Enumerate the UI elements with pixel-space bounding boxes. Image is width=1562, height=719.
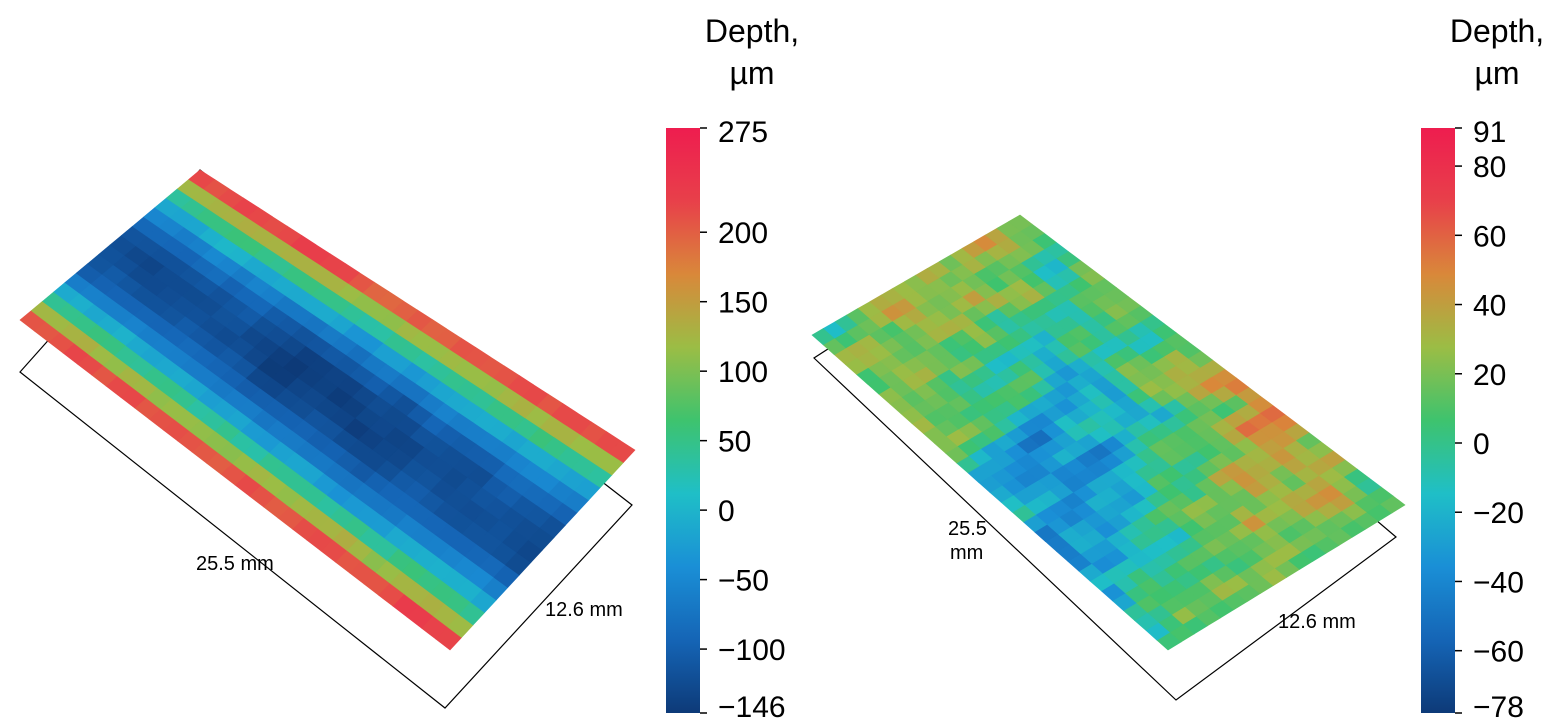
colorbar-tick-label: 40 (1473, 290, 1506, 323)
left-length-label: 25.5 mm (196, 553, 274, 575)
left-colorbar-title: Depth, (705, 13, 799, 49)
colorbar-tick-label: −20 (1473, 497, 1524, 530)
surface-cell (188, 169, 216, 190)
colorbar-tick-label: 150 (718, 287, 768, 320)
colorbar-tick-label: −40 (1473, 566, 1524, 599)
right-colorbar-unit: µm (1474, 55, 1519, 91)
left-surface-plot: 25.5 mm 12.6 mm (19, 169, 636, 709)
colorbar-tick-label: −100 (718, 634, 786, 667)
colorbar-tick-label: 275 (718, 116, 768, 149)
right-width-label: 12.6 mm (1278, 611, 1356, 633)
colorbar-tick-label: −50 (718, 565, 769, 598)
left-depth-surface (19, 169, 636, 651)
colorbar-tick-label: −78 (1473, 691, 1524, 719)
left-colorbar: Depth, µm 275 200 150 100 50 0 −50 −100 −146 (666, 13, 799, 719)
colorbar-tick-label: 60 (1473, 220, 1506, 253)
colorbar-tick-label: 100 (718, 356, 768, 389)
right-length-label-line2: mm (950, 542, 983, 564)
colorbar-tick-label: 91 (1473, 116, 1506, 149)
colorbar-tick-label: 20 (1473, 359, 1506, 392)
right-colorbar-title: Depth, (1450, 13, 1544, 49)
surface-cell (1007, 214, 1033, 232)
colorbar-tick-label: 80 (1473, 151, 1506, 184)
right-depth-surface (811, 214, 1406, 651)
colorbar-tick-label: −146 (718, 691, 786, 719)
colorbar-tick-label: 0 (1473, 428, 1490, 461)
left-colorbar-gradient (666, 128, 700, 713)
colorbar-tick-label: −60 (1473, 636, 1524, 669)
colorbar-tick-label: 200 (718, 217, 768, 250)
colorbar-tick-label: 50 (718, 426, 751, 459)
left-width-label: 12.6 mm (545, 599, 623, 621)
right-colorbar-gradient (1421, 128, 1455, 713)
right-length-label-line1: 25.5 (948, 518, 987, 540)
right-surface-plot: 25.5 mm 12.6 mm (811, 214, 1406, 701)
colorbar-tick-label: 0 (718, 495, 735, 528)
left-colorbar-unit: µm (729, 55, 774, 91)
left-colorbar-ticks: 275 200 150 100 50 0 −50 −100 −146 (700, 116, 786, 719)
